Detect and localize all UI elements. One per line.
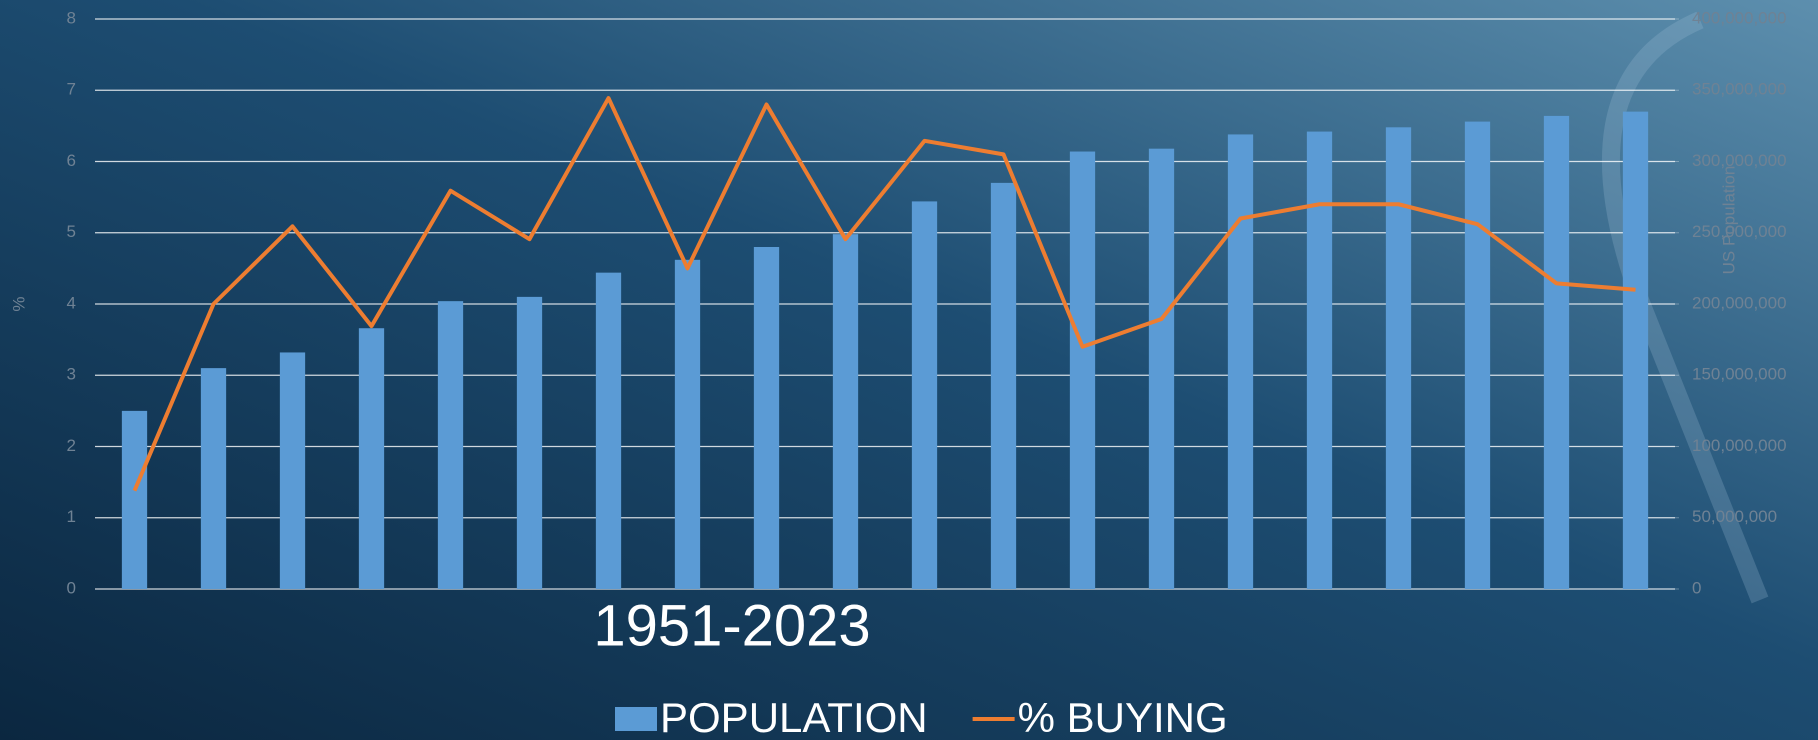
- chart: 1951-2023 % US Population 0 1 2 3 4 5 6 7 8 0 50,0…: [0, 0, 1818, 740]
- bar: [517, 297, 542, 589]
- bar: [201, 368, 226, 589]
- bar: [1149, 149, 1174, 589]
- bar: [912, 201, 937, 589]
- y2-tick-label: 100,000,000: [1692, 436, 1787, 455]
- bar: [438, 301, 463, 589]
- bar: [122, 411, 147, 589]
- y2-tick-label: 400,000,000: [1692, 8, 1787, 27]
- y-tick-label: 0: [67, 578, 76, 597]
- y2-tick-label: 200,000,000: [1692, 293, 1787, 312]
- y2-tick-label: 300,000,000: [1692, 151, 1787, 170]
- bar: [359, 328, 384, 589]
- legend-label: POPULATION: [660, 694, 928, 740]
- y-tick-label: 1: [67, 507, 76, 526]
- legend-swatch: [615, 707, 657, 731]
- y-tick-label: 5: [67, 222, 76, 241]
- y-axis-title: %: [9, 296, 28, 311]
- legend-label: % BUYING: [1018, 694, 1228, 740]
- bar: [1307, 132, 1332, 589]
- bar: [596, 273, 621, 589]
- bar: [1386, 127, 1411, 589]
- y2-tick-label: 250,000,000: [1692, 222, 1787, 241]
- y-tick-label: 2: [67, 436, 76, 455]
- y2-tick-label: 150,000,000: [1692, 365, 1787, 384]
- y2-axis-title: US Population: [1719, 166, 1738, 275]
- bar: [1623, 112, 1648, 589]
- bar: [1070, 152, 1095, 589]
- y-tick-label: 4: [67, 293, 76, 312]
- y-tick-label: 3: [67, 365, 76, 384]
- bar: [754, 247, 779, 589]
- bar: [1228, 134, 1253, 589]
- y-tick-label: 6: [67, 151, 76, 170]
- y2-tick-label: 50,000,000: [1692, 507, 1777, 526]
- bar: [675, 260, 700, 589]
- y2-tick-label: 0: [1692, 578, 1701, 597]
- y2-tick-label: 350,000,000: [1692, 80, 1787, 99]
- x-axis-title: 1951-2023: [593, 593, 870, 658]
- bar: [833, 234, 858, 589]
- y-tick-label: 7: [67, 80, 76, 99]
- bar: [280, 352, 305, 589]
- bar: [1544, 116, 1569, 589]
- y-tick-label: 8: [67, 8, 76, 27]
- bar: [991, 183, 1016, 589]
- bar: [1465, 122, 1490, 589]
